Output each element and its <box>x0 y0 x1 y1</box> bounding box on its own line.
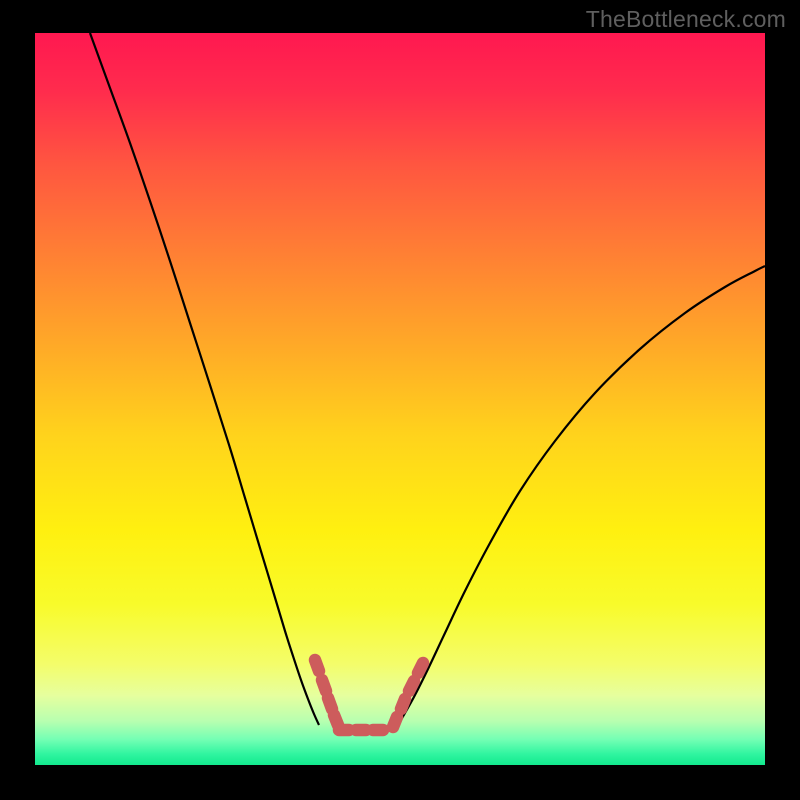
chart-stage: TheBottleneck.com <box>0 0 800 800</box>
plot-area <box>35 33 765 765</box>
plot-svg <box>35 33 765 765</box>
plot-frame <box>35 33 765 765</box>
gradient-background <box>35 33 765 765</box>
watermark-label: TheBottleneck.com <box>586 6 786 33</box>
